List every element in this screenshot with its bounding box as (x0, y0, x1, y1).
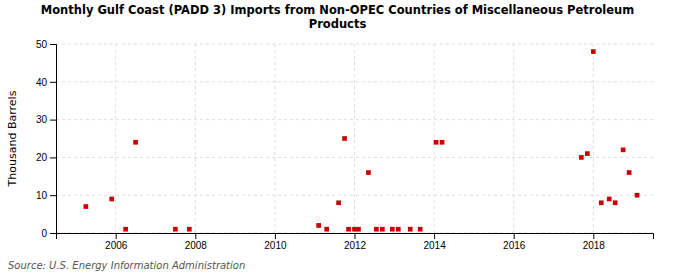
y-tick-mark (50, 157, 56, 158)
y-axis-title: Thousand Barrels (6, 90, 19, 187)
x-tick: 2016 (503, 233, 526, 251)
x-axis: 2006 2008 2010 2012 2014 2016 2018 (57, 233, 654, 251)
y-tick-label: 10 (36, 190, 48, 201)
point (390, 227, 395, 232)
grid-line-x (593, 44, 594, 233)
grid-line-x (195, 44, 196, 233)
x-tick-label: 2008 (185, 240, 208, 251)
point (336, 200, 341, 205)
x-tick-mark (275, 233, 276, 239)
grid-line-x (513, 44, 514, 233)
point (356, 227, 361, 232)
y-tick-mark (50, 195, 56, 196)
point (408, 227, 413, 232)
point (173, 227, 178, 232)
plot: 2006 2008 2010 2012 2014 2016 2018 0 10 20 30 40 50 (36, 39, 654, 251)
point (133, 140, 138, 145)
x-tick: 2010 (264, 233, 287, 251)
point (346, 227, 351, 232)
grid-line-x (354, 44, 355, 233)
point (627, 170, 632, 175)
grid-line-x (115, 44, 116, 233)
y-tick: 0 (41, 228, 56, 239)
x-tick-mark (514, 233, 515, 239)
point (607, 197, 612, 202)
x-tick: 2006 (105, 233, 128, 251)
y-axis: 0 10 20 30 40 50 (36, 39, 57, 239)
y-tick-label: 40 (36, 77, 48, 88)
y-tick-mark (50, 44, 56, 45)
x-tick-label: 2012 (344, 240, 367, 251)
x-tick: 2012 (344, 233, 367, 251)
point (613, 200, 618, 205)
x-tick-mark (195, 233, 196, 239)
y-tick-label: 50 (36, 39, 48, 50)
point (366, 170, 371, 175)
point (316, 223, 321, 228)
point (374, 227, 379, 232)
grid-line-y (56, 157, 653, 158)
point (380, 227, 385, 232)
point (123, 227, 128, 232)
y-axis-line (50, 45, 57, 234)
x-tick: 2018 (583, 233, 606, 251)
y-tick-label: 20 (36, 152, 48, 163)
point (591, 49, 596, 54)
point (621, 147, 626, 152)
x-tick-mark (355, 233, 356, 239)
point (418, 227, 423, 232)
y-tick-label: 30 (36, 114, 48, 125)
point (440, 140, 445, 145)
points (84, 49, 640, 231)
chart: 2006 2008 2010 2012 2014 2016 2018 0 10 20 30 40 50 M… (0, 0, 675, 275)
point (84, 204, 89, 209)
x-tick-mark (434, 233, 435, 239)
y-tick-mark (50, 233, 56, 234)
grid (56, 44, 653, 233)
x-tick-label: 2006 (105, 240, 128, 251)
point (324, 227, 329, 232)
point (434, 140, 439, 145)
y-tick-mark (50, 82, 56, 83)
grid-line-x (434, 44, 435, 233)
grid-line-y (56, 119, 653, 120)
point (585, 151, 590, 156)
x-axis-line (57, 234, 654, 240)
point (579, 155, 584, 160)
y-tick: 50 (36, 39, 56, 50)
point (342, 136, 347, 141)
point (396, 227, 401, 232)
x-tick: 2014 (423, 233, 446, 251)
annotation: Source: U.S. Energy Information Administ… (8, 260, 245, 271)
grid-line-x (274, 44, 275, 233)
x-tick-label: 2018 (583, 240, 606, 251)
x-tick-label: 2014 (423, 240, 446, 251)
x-tick-label: 2010 (264, 240, 287, 251)
point (109, 197, 114, 202)
y-tick: 40 (36, 77, 56, 88)
title: Monthly Gulf Coast (PADD 3) Imports from… (41, 3, 635, 31)
y-tick-mark (50, 120, 56, 121)
point (187, 227, 192, 232)
y-tick: 30 (36, 114, 56, 125)
point (635, 193, 640, 198)
x-tick-label: 2016 (503, 240, 526, 251)
point (599, 200, 604, 205)
y-tick: 20 (36, 152, 56, 163)
y-tick-label: 0 (41, 228, 47, 239)
x-tick-mark (116, 233, 117, 239)
x-tick: 2008 (185, 233, 208, 251)
y-tick: 10 (36, 190, 56, 201)
x-tick-mark (593, 233, 594, 239)
